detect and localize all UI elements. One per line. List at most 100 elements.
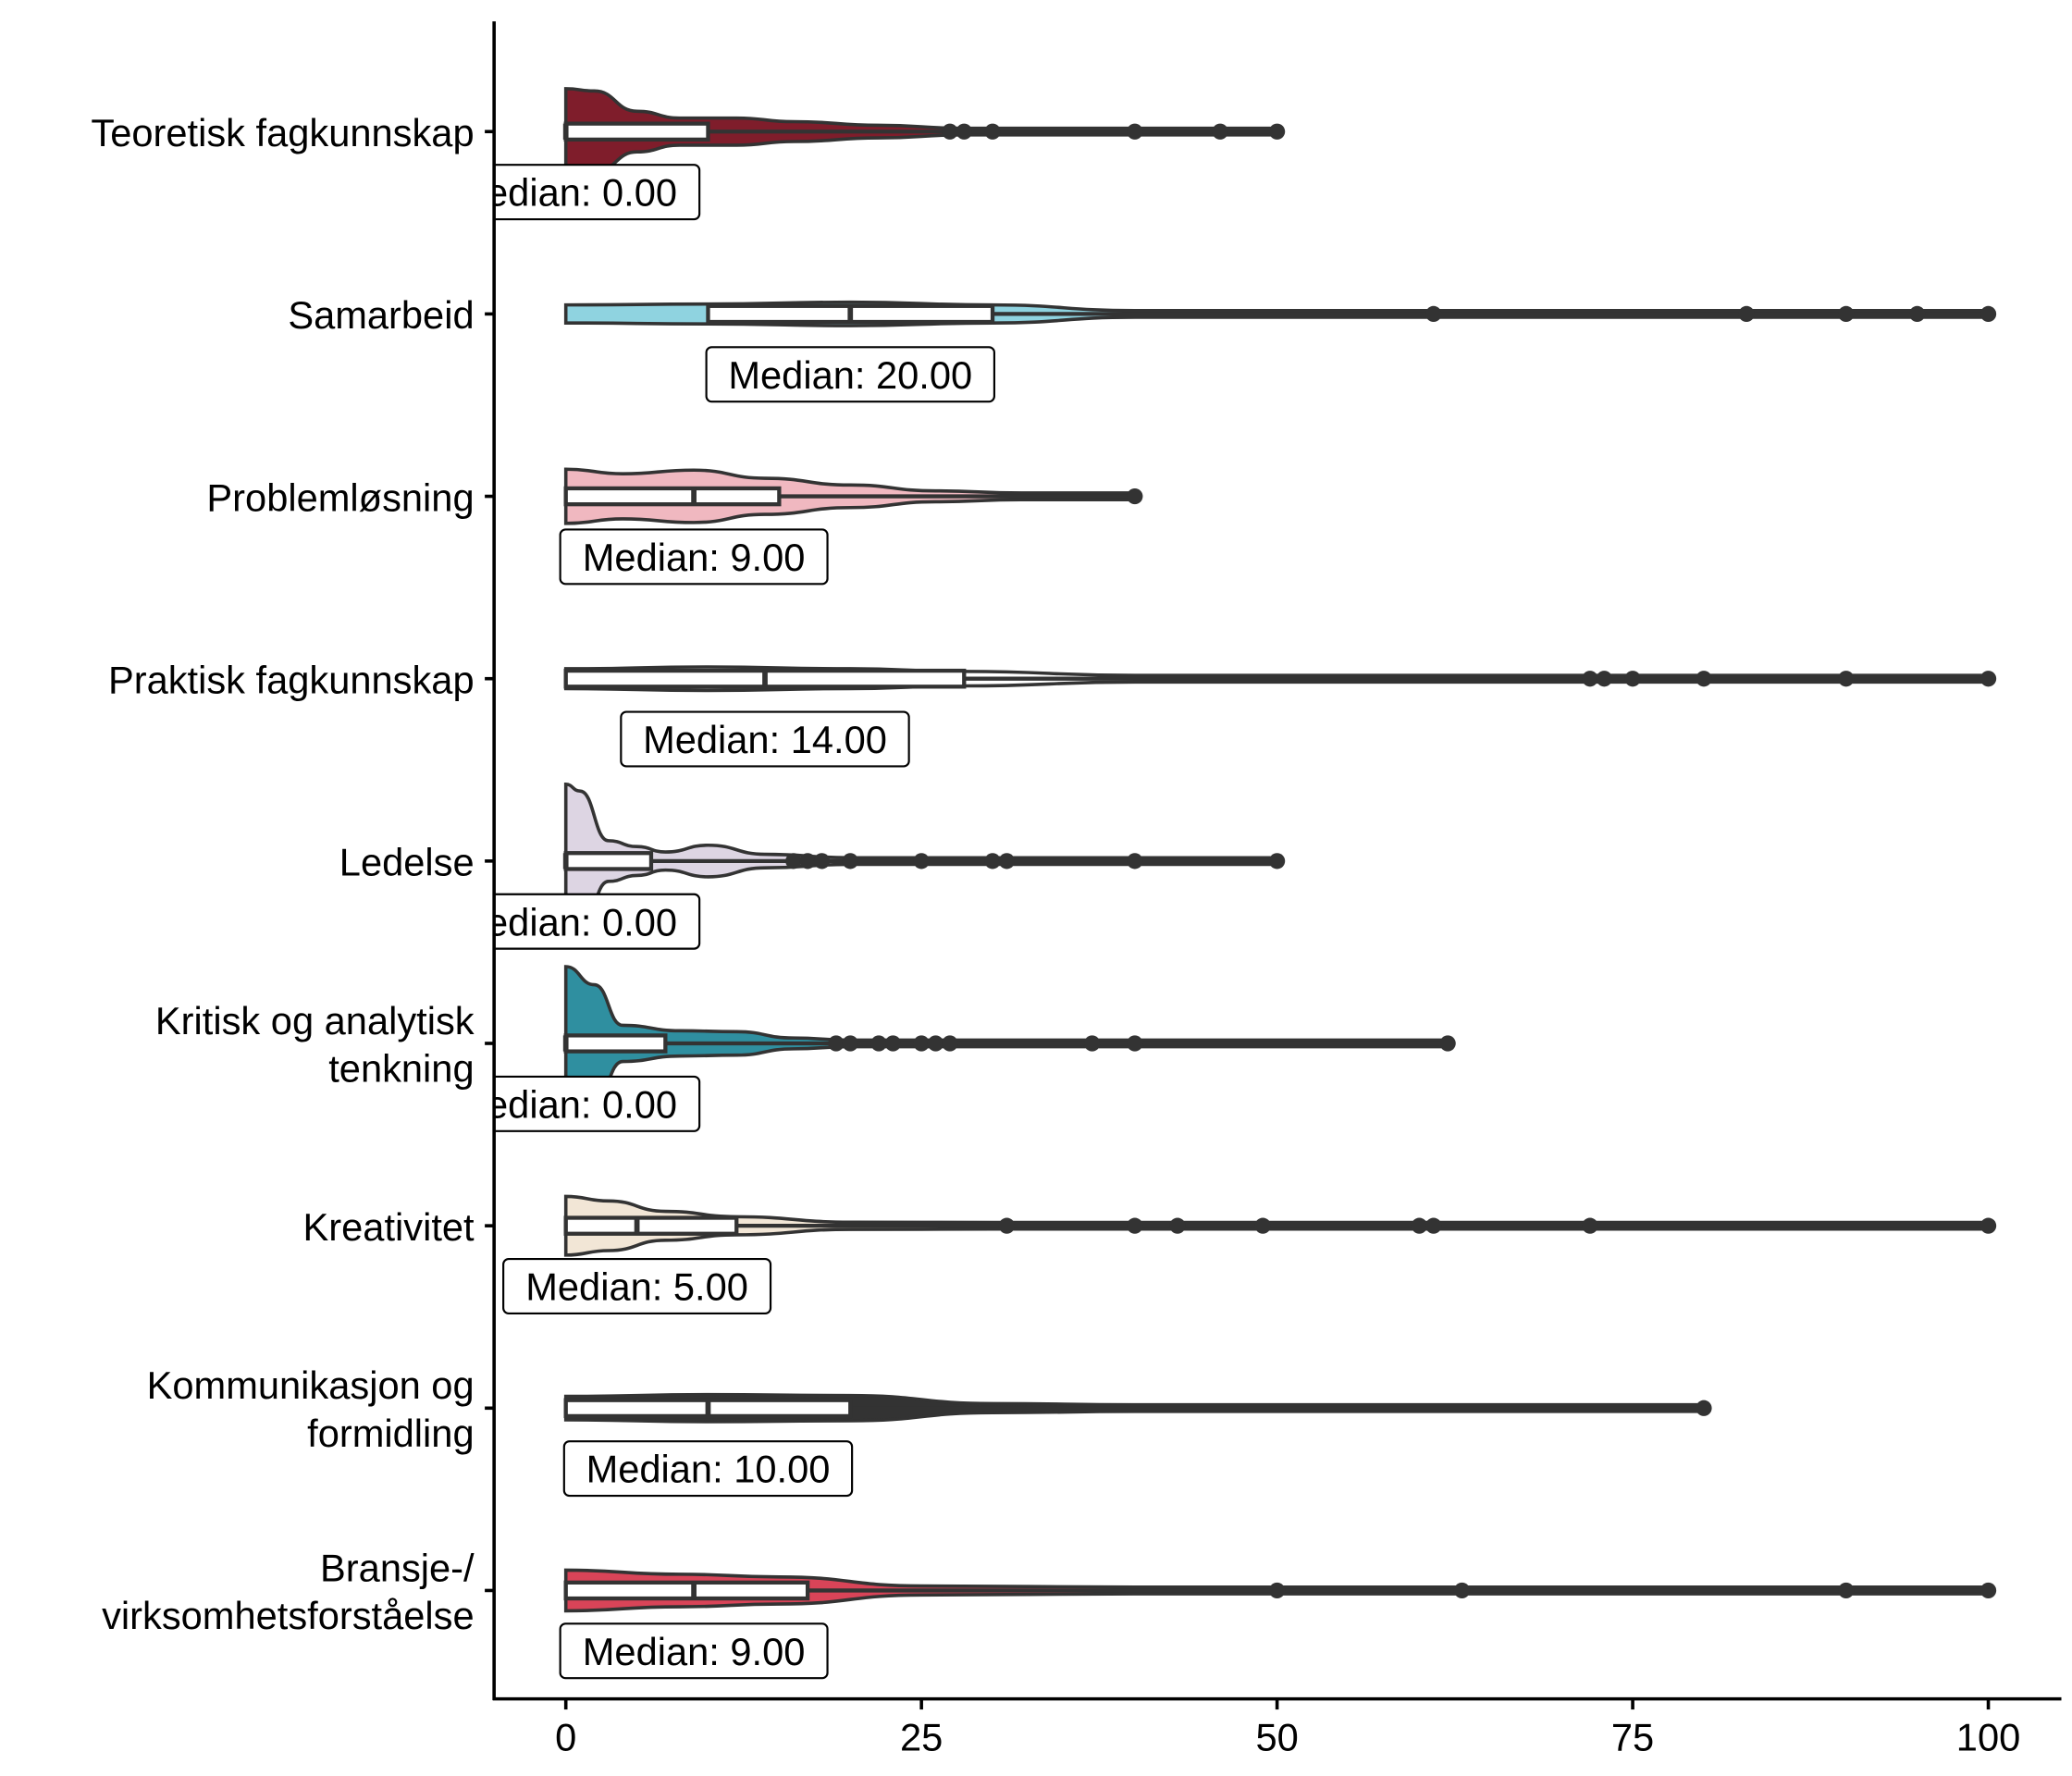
outlier-point (828, 1035, 845, 1052)
outlier-point (942, 1035, 958, 1052)
outlier-point (842, 853, 858, 870)
outlier-point (1127, 1035, 1143, 1052)
median-label-box (495, 1075, 701, 1132)
median-label-box (562, 1440, 854, 1498)
outlier-point (984, 853, 1001, 870)
outlier-point (884, 1035, 902, 1052)
outlier-point (1980, 1582, 1997, 1599)
outlier-point (842, 1035, 858, 1052)
y-axis-labels: Teoretisk fagkunnskap Samarbeid Problemløs… (91, 111, 495, 1637)
outlier-point (1980, 1217, 1997, 1234)
median-label-box (495, 893, 701, 950)
median-label: Median: 20.00 (705, 346, 995, 403)
median-label-text: Median: 0.00 (454, 1082, 677, 1126)
outlier-point (1084, 1035, 1101, 1052)
median-label: Median: 0.00 (454, 164, 701, 221)
median-label-text: Median: 9.00 (583, 1630, 806, 1673)
outlier-point (1696, 1400, 1712, 1416)
outlier-point (785, 853, 802, 870)
outlier-point (813, 853, 831, 870)
box (563, 486, 782, 507)
violin-rows: Median: 0.00 Median: 20.00 Median: 9.00 Med… (454, 87, 1997, 1680)
outlier-point (913, 1035, 930, 1052)
median-label-text: Median: 0.00 (454, 900, 677, 944)
violin-row: Median: 14.00 (563, 665, 1997, 768)
outlier-point (1453, 1582, 1471, 1599)
x-tick-label: 75 (1611, 1716, 1654, 1759)
outlier-point (1624, 671, 1641, 687)
outlier-point (1212, 123, 1228, 140)
outlier-point (1838, 1582, 1855, 1599)
x-tick-label: 25 (900, 1716, 943, 1759)
outlier-point (1269, 853, 1286, 870)
y-tick-label: Kreativitet (303, 1205, 475, 1249)
median-label-text: Median: 20.00 (728, 353, 972, 397)
outlier-point (1980, 671, 1997, 687)
median-label: Median: 10.00 (562, 1440, 854, 1498)
box (563, 851, 654, 871)
outlier-point (942, 123, 958, 140)
outlier-point (1738, 305, 1755, 323)
median-label-text: Median: 14.00 (643, 718, 887, 761)
x-tick-label: 100 (1956, 1716, 2020, 1759)
median-label: Median: 14.00 (620, 710, 910, 768)
violin-row: Median: 9.00 (559, 1568, 1997, 1680)
outlier-point (1596, 671, 1612, 687)
median-label-box (620, 710, 910, 768)
median-label-text: Median: 5.00 (525, 1265, 748, 1309)
outlier-point (1838, 305, 1855, 323)
outlier-point (956, 123, 972, 140)
outlier-point (799, 853, 816, 870)
median-label: Median: 9.00 (559, 1622, 829, 1680)
outlier-point (1838, 671, 1855, 687)
median-label-text: Median: 10.00 (586, 1448, 831, 1491)
outlier-point (1439, 1035, 1456, 1052)
outlier-point (1127, 487, 1143, 505)
outlier-point (998, 853, 1016, 870)
median-label-box (495, 164, 701, 221)
median-label-text: Median: 9.00 (583, 536, 806, 579)
violin-row: Median: 5.00 (502, 1194, 1997, 1314)
median-label-box (559, 1622, 829, 1680)
outlier-point (1127, 123, 1143, 140)
outlier-point (1696, 671, 1712, 687)
outlier-point (1254, 1217, 1271, 1234)
median-label: Median: 5.00 (502, 1257, 772, 1314)
outlier-point (1909, 305, 1926, 323)
box (563, 1215, 739, 1236)
y-tick-label: Kritisk og analytisk tenkning (155, 999, 475, 1091)
y-tick-label: Teoretisk fagkunnskap (91, 111, 474, 154)
y-tick-label: Problemløsning (206, 475, 474, 519)
outlier-point (1127, 1217, 1143, 1234)
violin-row: Median: 9.00 (559, 467, 1143, 586)
median-label-box (705, 346, 995, 403)
box (563, 121, 710, 142)
outlier-point (1582, 671, 1598, 687)
x-tick-label: 50 (1255, 1716, 1298, 1759)
median-label: Median: 0.00 (454, 1075, 701, 1132)
x-tick-label: 0 (555, 1716, 576, 1759)
y-tick-label: Praktisk fagkunnskap (108, 658, 475, 701)
violin-row: Median: 20.00 (563, 300, 1997, 403)
outlier-point (1169, 1217, 1186, 1234)
outlier-point (1582, 1217, 1598, 1234)
median-label: Median: 9.00 (559, 528, 829, 586)
box (563, 1033, 668, 1054)
outlier-point (870, 1035, 887, 1052)
y-tick-label: Ledelse (339, 841, 475, 884)
outlier-point (1425, 305, 1442, 323)
outlier-point (1980, 305, 1997, 323)
median-label-text: Median: 0.00 (454, 171, 677, 215)
outlier-point (1127, 853, 1143, 870)
median-label-box (559, 528, 829, 586)
outlier-point (1269, 123, 1286, 140)
median-label: Median: 0.00 (454, 893, 701, 950)
outlier-point (984, 123, 1001, 140)
violin-row: Median: 0.00 (454, 87, 1286, 221)
median-label-box (502, 1257, 772, 1314)
outlier-point (1269, 1582, 1286, 1599)
y-tick-label: Kommunikasjon og formidling (147, 1363, 475, 1455)
y-tick-label: Bransje-/virksomhetsforståelse (102, 1546, 475, 1637)
box (563, 1580, 810, 1601)
